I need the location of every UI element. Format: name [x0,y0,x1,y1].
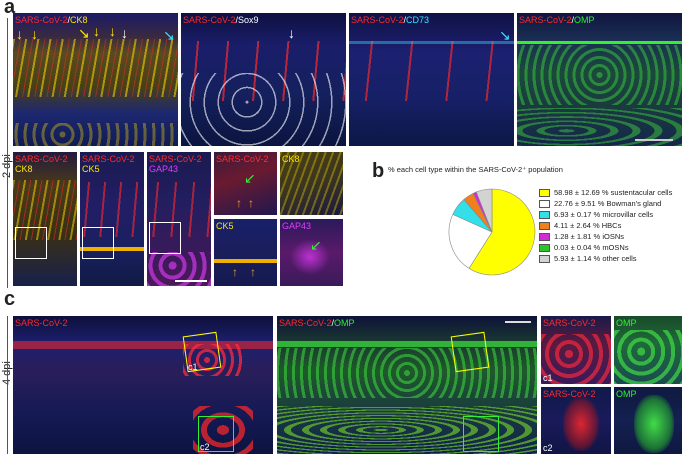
legend-label: 1.28 ± 1.81 % iOSNs [554,232,624,241]
legend-item: 6.93 ± 0.17 % microvillar cells [539,210,654,220]
micrograph-c-mid: SARS-CoV-2/OMP [277,316,537,454]
tag-c1-zoom: c1 [543,373,553,383]
arrow-icon: ↓ [109,23,116,39]
zoom-box [82,227,114,259]
arrow-icon: ↑ [236,196,242,210]
zoom-box-c2 [463,416,499,452]
zoom-c1-red: SARS-CoV-2 c1 [541,316,611,384]
micrograph-sox9: SARS-CoV-2/Sox9 ↓ [181,13,346,146]
caption-mid-3: SARS-CoV-2 GAP43 [149,154,202,174]
tag-c1: c1 [188,362,198,372]
zoom-box [15,227,47,259]
zoom-box [149,222,181,254]
caption-zoom-3: CK5 [216,221,234,231]
caption-cd73: SARS-CoV-2/CD73 [351,15,430,25]
caption-c2-green: OMP [616,389,637,399]
panel-letter-c: c [4,288,16,310]
caption-c2-red: SARS-CoV-2 [543,389,596,399]
legend-swatch [539,211,550,220]
scale-bar [175,280,207,282]
caption-mid-2: SARS-CoV-2 CK5 [82,154,135,174]
scale-bar [635,139,673,141]
legend-item: 22.76 ± 9.51 % Bowman's gland [539,199,662,209]
row-bracket-2dpi [7,18,8,288]
legend-label: 4.11 ± 2.64 % HBCs [554,221,622,230]
chart-title: % each cell type within the SARS-CoV-2⁺ … [388,165,563,174]
arrow-icon: ↑ [232,265,238,279]
micrograph-gap43: SARS-CoV-2 GAP43 [147,152,211,286]
arrow-icon: ↘ [78,25,90,41]
pie-slice [468,188,536,276]
micrograph-ck8: SARS-CoV-2/CK8 ↓ ↓ ↘ ↓ ↓ ↓ ↘ [13,13,178,146]
zoom-c1-green: OMP [614,316,682,384]
caption-zoom-1: SARS-CoV-2 [216,154,269,164]
micrograph-cd73: SARS-CoV-2/CD73 ↘ [349,13,514,146]
zoom-sars: SARS-CoV-2 ↙ ↑ ↑ [214,152,277,215]
legend-label: 5.93 ± 1.14 % other cells [554,254,637,263]
panel-letter-b: b [372,160,385,182]
legend-swatch [539,200,550,209]
legend-item: 5.93 ± 1.14 % other cells [539,254,637,264]
legend-label: 22.76 ± 9.51 % Bowman's gland [554,199,662,208]
arrow-icon: ↓ [288,25,295,41]
arrow-icon: ↑ [248,196,254,210]
micrograph-c-left: SARS-CoV-2 c1 c2 [13,316,273,454]
legend-item: 4.11 ± 2.64 % HBCs [539,221,622,231]
arrow-icon: ↙ [244,170,256,186]
micrograph-omp: SARS-CoV-2/OMP [517,13,682,146]
row-bracket-4dpi [7,316,8,454]
caption-sox9: SARS-CoV-2/Sox9 [183,15,259,25]
zoom-ck5: CK5 ↑ ↑ [214,219,277,286]
caption-c1-red: SARS-CoV-2 [543,318,596,328]
zoom-box-c2 [198,416,234,452]
arrow-icon: ↑ [250,265,256,279]
legend-item: 0.03 ± 0.04 % mOSNs [539,243,629,253]
legend-item: 1.28 ± 1.81 % iOSNs [539,232,624,242]
legend-label: 58.98 ± 12.69 % sustentacular cells [554,188,673,197]
arrow-icon: ↘ [499,27,511,43]
caption-omp: SARS-CoV-2/OMP [519,15,595,25]
caption-zoom-2: CK8 [282,154,300,164]
arrow-icon: ↘ [163,27,175,43]
arrow-icon: ↓ [121,25,128,41]
zoom-c2-red: SARS-CoV-2 c2 [541,387,611,454]
arrow-icon: ↙ [310,237,322,253]
pie-slice [448,213,493,269]
zoom-ck8: CK8 [280,152,343,215]
caption-mid-1: SARS-CoV-2 CK8 [15,154,68,174]
legend-swatch [539,222,550,231]
caption-c-left: SARS-CoV-2 [15,318,68,328]
pie-chart [448,188,536,276]
legend-label: 6.93 ± 0.17 % microvillar cells [554,210,654,219]
pie-slice [475,188,493,233]
legend-label: 0.03 ± 0.04 % mOSNs [554,243,629,252]
tag-c2-zoom: c2 [543,443,553,453]
arrow-icon: ↓ [16,26,23,42]
zoom-box-c1 [450,331,490,373]
micrograph-ck5: SARS-CoV-2 CK5 [80,152,144,286]
caption-c-mid: SARS-CoV-2/OMP [279,318,355,328]
legend-swatch [539,255,550,264]
caption-zoom-4: GAP43 [282,221,312,231]
caption-ck8: SARS-CoV-2/CK8 [15,15,88,25]
micrograph-ck8-small: SARS-CoV-2 CK8 [13,152,77,286]
panel-letter-a: a [4,0,16,18]
legend-swatch [539,244,550,253]
arrow-icon: ↓ [31,26,38,42]
legend-item: 58.98 ± 12.69 % sustentacular cells [539,188,673,198]
caption-c1-green: OMP [616,318,637,328]
scale-bar [505,321,531,323]
legend-swatch [539,189,550,198]
legend-swatch [539,233,550,242]
arrow-icon: ↓ [93,23,100,39]
zoom-c2-green: OMP [614,387,682,454]
zoom-gap43: GAP43 ↙ [280,219,343,286]
tag-c2: c2 [200,442,210,452]
